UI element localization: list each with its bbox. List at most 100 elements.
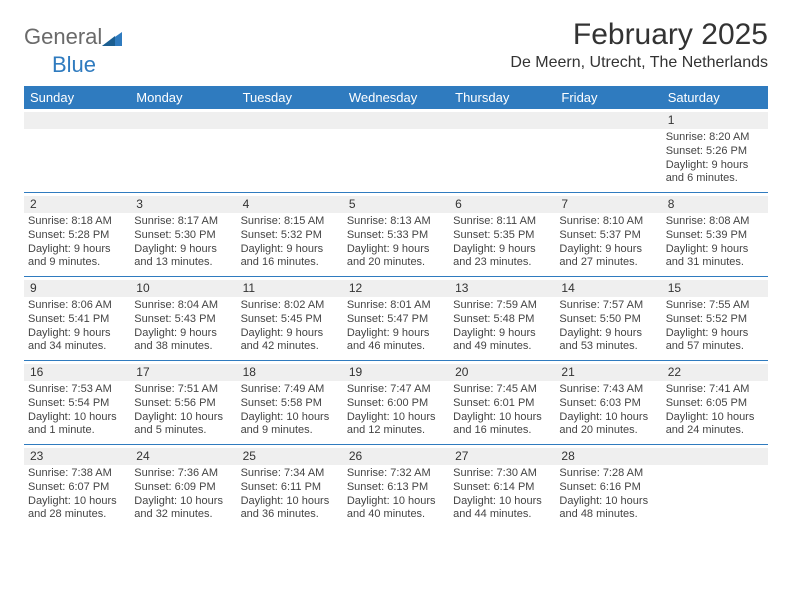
day-number: 1 — [662, 112, 768, 129]
daylight-line: Daylight: 10 hours and 40 minutes. — [347, 495, 445, 523]
sunrise-line: Sunrise: 7:47 AM — [347, 383, 445, 397]
sunset-line: Sunset: 5:50 PM — [559, 313, 657, 327]
sunrise-line: Sunrise: 8:11 AM — [453, 215, 551, 229]
day-cell: 19Sunrise: 7:47 AMSunset: 6:00 PMDayligh… — [343, 361, 449, 444]
logo-text: General Blue — [24, 24, 122, 78]
week-row: 16 Sunrise: 7:53 AMSunset: 5:54 PM Dayligh… — [24, 360, 768, 444]
sunset-line: Sunset: 6:11 PM — [241, 481, 339, 495]
day-cell: 22Sunrise: 7:41 AMSunset: 6:05 PMDayligh… — [662, 361, 768, 444]
dow-tue: Tuesday — [237, 86, 343, 109]
day-number: 27 — [449, 448, 555, 465]
daylight-line: Daylight: 10 hours and 16 minutes. — [453, 411, 551, 439]
sunset-line: Sunset: 5:45 PM — [241, 313, 339, 327]
day-number: 5 — [343, 196, 449, 213]
sunrise-line: Sunrise: 7:59 AM — [453, 299, 551, 313]
sunrise-line: Sunrise: 8:08 AM — [666, 215, 764, 229]
day-number — [237, 112, 343, 129]
sunrise-line: Sunrise: 7:55 AM — [666, 299, 764, 313]
sunrise-line: Sunrise: 7:45 AM — [453, 383, 551, 397]
day-cell: 4 Sunrise: 8:15 AMSunset: 5:32 PMDaylight… — [237, 193, 343, 276]
sunrise-line: Sunrise: 8:04 AM — [134, 299, 232, 313]
dow-sun: Sunday — [24, 86, 130, 109]
daylight-line: Daylight: 9 hours and 34 minutes. — [28, 327, 126, 355]
day-cell: 23Sunrise: 7:38 AMSunset: 6:07 PMDayligh… — [24, 445, 130, 528]
sunrise-line: Sunrise: 8:20 AM — [666, 131, 764, 145]
sunrise-line: Sunrise: 7:57 AM — [559, 299, 657, 313]
day-number: 11 — [237, 280, 343, 297]
day-number: 6 — [449, 196, 555, 213]
daylight-line: Daylight: 9 hours and 20 minutes. — [347, 243, 445, 271]
sunrise-line: Sunrise: 7:36 AM — [134, 467, 232, 481]
sunset-line: Sunset: 5:52 PM — [666, 313, 764, 327]
day-cell: 10Sunrise: 8:04 AMSunset: 5:43 PMDayligh… — [130, 277, 236, 360]
logo-word2: Blue — [52, 52, 96, 77]
day-number: 23 — [24, 448, 130, 465]
sunrise-line: Sunrise: 8:01 AM — [347, 299, 445, 313]
header: General Blue February 2025 De Meern, Utr… — [24, 18, 768, 78]
sunrise-line: Sunrise: 7:30 AM — [453, 467, 551, 481]
day-cell: 28Sunrise: 7:28 AMSunset: 6:16 PMDayligh… — [555, 445, 661, 528]
day-number: 25 — [237, 448, 343, 465]
sunrise-line: Sunrise: 7:32 AM — [347, 467, 445, 481]
daylight-line: Daylight: 9 hours and 42 minutes. — [241, 327, 339, 355]
day-cell: 26 Sunrise: 7:32 AMSunset: 6:13 PMDayligh… — [343, 445, 449, 528]
sunrise-line: Sunrise: 8:10 AM — [559, 215, 657, 229]
sunrise-line: Sunrise: 8:15 AM — [241, 215, 339, 229]
day-number: 9 — [24, 280, 130, 297]
sunset-line: Sunset: 5:30 PM — [134, 229, 232, 243]
day-cell — [343, 109, 449, 192]
sunset-line: Sunset: 6:14 PM — [453, 481, 551, 495]
sunrise-line: Sunrise: 8:06 AM — [28, 299, 126, 313]
daylight-line: Daylight: 10 hours and 24 minutes. — [666, 411, 764, 439]
day-cell: 25Sunrise: 7:34 AMSunset: 6:11 PMDayligh… — [237, 445, 343, 528]
day-number: 13 — [449, 280, 555, 297]
day-number — [24, 112, 130, 129]
day-number: 28 — [555, 448, 661, 465]
daylight-line: Daylight: 9 hours and 9 minutes. — [28, 243, 126, 271]
day-number: 7 — [555, 196, 661, 213]
daylight-line: Daylight: 9 hours and 27 minutes. — [559, 243, 657, 271]
dow-fri: Friday — [555, 86, 661, 109]
daylight-line: Daylight: 10 hours and 9 minutes. — [241, 411, 339, 439]
week-row: 9Sunrise: 8:06 AMSunset: 5:41 PMDaylight… — [24, 276, 768, 360]
day-cell: 16Sunrise: 7:53 AMSunset: 5:54 PMDayligh… — [24, 361, 130, 444]
sunrise-line: Sunrise: 7:43 AM — [559, 383, 657, 397]
sunset-line: Sunset: 6:13 PM — [347, 481, 445, 495]
day-cell: 8Sunrise: 8:08 AMSunset: 5:39 PMDaylight… — [662, 193, 768, 276]
day-cell: 12Sunrise: 8:01 AMSunset: 5:47 PMDayligh… — [343, 277, 449, 360]
sunset-line: Sunset: 6:07 PM — [28, 481, 126, 495]
daylight-line: Daylight: 10 hours and 20 minutes. — [559, 411, 657, 439]
day-number: 2 — [24, 196, 130, 213]
sunset-line: Sunset: 6:00 PM — [347, 397, 445, 411]
sunrise-line: Sunrise: 8:18 AM — [28, 215, 126, 229]
day-number — [662, 448, 768, 465]
day-number: 14 — [555, 280, 661, 297]
day-of-week-header: Sunday Monday Tuesday Wednesday Thursday… — [24, 86, 768, 109]
sunset-line: Sunset: 6:01 PM — [453, 397, 551, 411]
day-cell: 21Sunrise: 7:43 AMSunset: 6:03 PMDayligh… — [555, 361, 661, 444]
daylight-line: Daylight: 9 hours and 49 minutes. — [453, 327, 551, 355]
sunset-line: Sunset: 5:26 PM — [666, 145, 764, 159]
day-number: 24 — [130, 448, 236, 465]
sunrise-line: Sunrise: 7:28 AM — [559, 467, 657, 481]
sunset-line: Sunset: 5:39 PM — [666, 229, 764, 243]
day-number: 21 — [555, 364, 661, 381]
daylight-line: Daylight: 9 hours and 16 minutes. — [241, 243, 339, 271]
day-number: 26 — [343, 448, 449, 465]
day-number: 4 — [237, 196, 343, 213]
day-number — [555, 112, 661, 129]
weeks-container: 1 Sunrise: 8:20 AMSunset: 5:26 PM Daylight… — [24, 109, 768, 528]
sunset-line: Sunset: 5:54 PM — [28, 397, 126, 411]
day-number: 18 — [237, 364, 343, 381]
dow-thu: Thursday — [449, 86, 555, 109]
day-number: 16 — [24, 364, 130, 381]
sunset-line: Sunset: 5:28 PM — [28, 229, 126, 243]
day-cell: 24Sunrise: 7:36 AMSunset: 6:09 PMDayligh… — [130, 445, 236, 528]
location: De Meern, Utrecht, The Netherlands — [510, 54, 768, 72]
sunrise-line: Sunrise: 7:53 AM — [28, 383, 126, 397]
dow-wed: Wednesday — [343, 86, 449, 109]
dow-sat: Saturday — [662, 86, 768, 109]
week-row: 23Sunrise: 7:38 AMSunset: 6:07 PMDayligh… — [24, 444, 768, 528]
sunset-line: Sunset: 5:32 PM — [241, 229, 339, 243]
day-number: 3 — [130, 196, 236, 213]
